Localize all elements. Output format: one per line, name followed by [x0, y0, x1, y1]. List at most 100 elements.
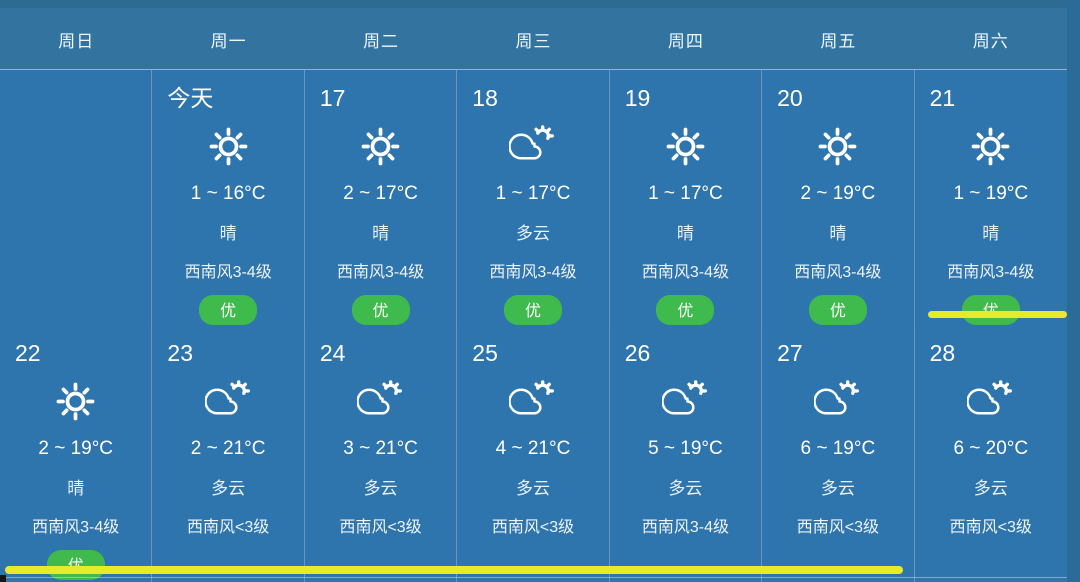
weather-description: 多云	[973, 479, 1008, 499]
cell-date-label: 26	[624, 340, 651, 366]
cell-date-label: 19	[624, 85, 651, 111]
temperature-range: 2 ~ 21°C	[190, 438, 266, 460]
wind-info: 西南风3-4级	[336, 264, 425, 282]
cloud-sun-icon	[152, 376, 303, 426]
weekday-tuesday: 周二	[363, 32, 400, 51]
sun-icon	[915, 121, 1067, 171]
wind-info: 西南风3-4级	[641, 264, 729, 282]
aqi-badge: 优	[503, 295, 562, 326]
temperature-range: 1 ~ 19°C	[953, 183, 1029, 205]
sun-icon	[762, 121, 913, 171]
weather-description: 多云	[515, 479, 550, 499]
corner-artifact	[0, 575, 6, 582]
weather-description: 晴	[372, 224, 390, 244]
top-edge-strip	[0, 0, 1080, 8]
wind-info: 西南风<3级	[491, 519, 575, 537]
wind-info: 西南风3-4级	[947, 264, 1035, 282]
weather-description: 晴	[982, 224, 1000, 244]
cell-date-label: 23	[167, 340, 194, 366]
weather-description: 多云	[820, 479, 855, 499]
sun-icon	[152, 121, 303, 171]
wind-info: 西南风3-4级	[32, 519, 120, 537]
weather-cell-17[interactable]: 17 2 ~ 17°C 晴西南风3-4级优	[304, 70, 458, 327]
weekday-saturday: 周六	[972, 32, 1009, 51]
cloud-sun-icon	[305, 376, 456, 426]
forecast-week-row-1: 今天 1 ~ 16°C 晴西南风3-4级优 17 2 ~ 17°C 晴西南风3-4级优 18…	[0, 70, 1067, 327]
weather-cell-18[interactable]: 18 1 ~ 17°C 多云 西南风3-4级优	[457, 70, 610, 327]
aqi-badge: 优	[199, 295, 258, 326]
weather-description: 晴	[829, 224, 847, 244]
weather-description: 晴	[676, 224, 694, 244]
temperature-range: 4 ~ 21°C	[495, 438, 571, 460]
weather-cell-today[interactable]: 今天 1 ~ 16°C 晴西南风3-4级优	[152, 70, 305, 327]
wind-info: 西南风3-4级	[641, 519, 729, 537]
weather-description: 多云	[515, 224, 550, 244]
cloud-sun-icon	[457, 121, 608, 171]
weekday-header-row: 周日 周一 周二 周三 周四 周五 周六	[0, 0, 1067, 70]
weather-description: 多云	[211, 479, 246, 499]
temperature-range: 1 ~ 16°C	[190, 183, 266, 205]
temperature-range: 2 ~ 17°C	[343, 183, 418, 205]
cell-date-label: 28	[929, 340, 956, 366]
aqi-badge: 优	[351, 295, 410, 326]
cell-date-label: 27	[777, 340, 803, 366]
weekday-wednesday: 周三	[515, 32, 552, 51]
wind-info: 西南风<3级	[949, 519, 1032, 537]
weather-cell-27[interactable]: 27 6 ~ 19°C 多云西南风<3级	[762, 325, 915, 582]
weekday-friday: 周五	[820, 32, 857, 51]
aqi-badge: 优	[808, 295, 867, 326]
weather-cell-20[interactable]: 20 2 ~ 19°C 晴西南风3-4级优	[762, 70, 915, 327]
cell-date-label: 21	[929, 85, 956, 111]
temperature-range: 2 ~ 19°C	[38, 438, 114, 460]
cell-date-label: 22	[15, 340, 41, 366]
wind-info: 西南风<3级	[796, 519, 879, 537]
highlight-underline-bottom-row	[5, 566, 903, 574]
weekday-monday: 周一	[210, 32, 247, 51]
cell-date-label: 17	[319, 85, 346, 111]
cloud-sun-icon	[457, 376, 608, 426]
weather-description: 晴	[219, 224, 237, 244]
cloud-sun-icon	[762, 376, 913, 426]
weekday-thursday: 周四	[667, 32, 704, 51]
cell-date-label: 24	[319, 340, 346, 366]
highlight-underline-day21	[928, 311, 1067, 318]
weather-description: 多云	[363, 479, 398, 499]
temperature-range: 1 ~ 17°C	[648, 183, 723, 205]
table-bottom-border	[0, 577, 1067, 578]
sun-icon	[305, 121, 456, 171]
sun-icon	[610, 121, 761, 171]
cloud-sun-icon	[915, 376, 1067, 426]
weather-cell-23[interactable]: 23 2 ~ 21°C 多云西南风<3级	[152, 325, 305, 582]
weather-cell-19[interactable]: 19 1 ~ 17°C 晴西南风3-4级优	[609, 70, 763, 327]
sun-icon	[0, 376, 151, 426]
wind-info: 西南风<3级	[187, 519, 270, 537]
cell-date-label: 20	[777, 85, 803, 111]
aqi-badge: 优	[656, 295, 715, 326]
right-edge-strip	[1067, 0, 1080, 582]
weekday-sunday: 周日	[58, 32, 95, 51]
weather-cell-26[interactable]: 26 5 ~ 19°C 多云西南风3-4级	[609, 325, 763, 582]
weather-description: 多云	[668, 479, 703, 499]
temperature-range: 6 ~ 19°C	[800, 438, 876, 460]
weather-cell-empty	[0, 70, 153, 327]
wind-info: 西南风<3级	[339, 519, 422, 537]
temperature-range: 3 ~ 21°C	[343, 438, 418, 460]
weather-cell-28[interactable]: 28 6 ~ 20°C 多云 西南风<3级	[914, 325, 1067, 582]
weather-cell-25[interactable]: 25 4 ~ 21°C 多云西南风<3级	[457, 325, 610, 582]
wind-info: 西南风3-4级	[794, 264, 882, 282]
cell-date-label: 18	[472, 85, 498, 111]
weather-description: 晴	[67, 479, 85, 499]
temperature-range: 5 ~ 19°C	[648, 438, 723, 460]
weather-cell-24[interactable]: 24 3 ~ 21°C 多云西南风<3级	[304, 325, 458, 582]
cell-date-label: 25	[472, 340, 498, 366]
cell-date-label: 今天	[167, 85, 214, 111]
wind-info: 西南风3-4级	[184, 264, 272, 282]
cloud-sun-icon	[610, 376, 761, 426]
temperature-range: 2 ~ 19°C	[800, 183, 876, 205]
temperature-range: 1 ~ 17°C	[495, 183, 571, 205]
